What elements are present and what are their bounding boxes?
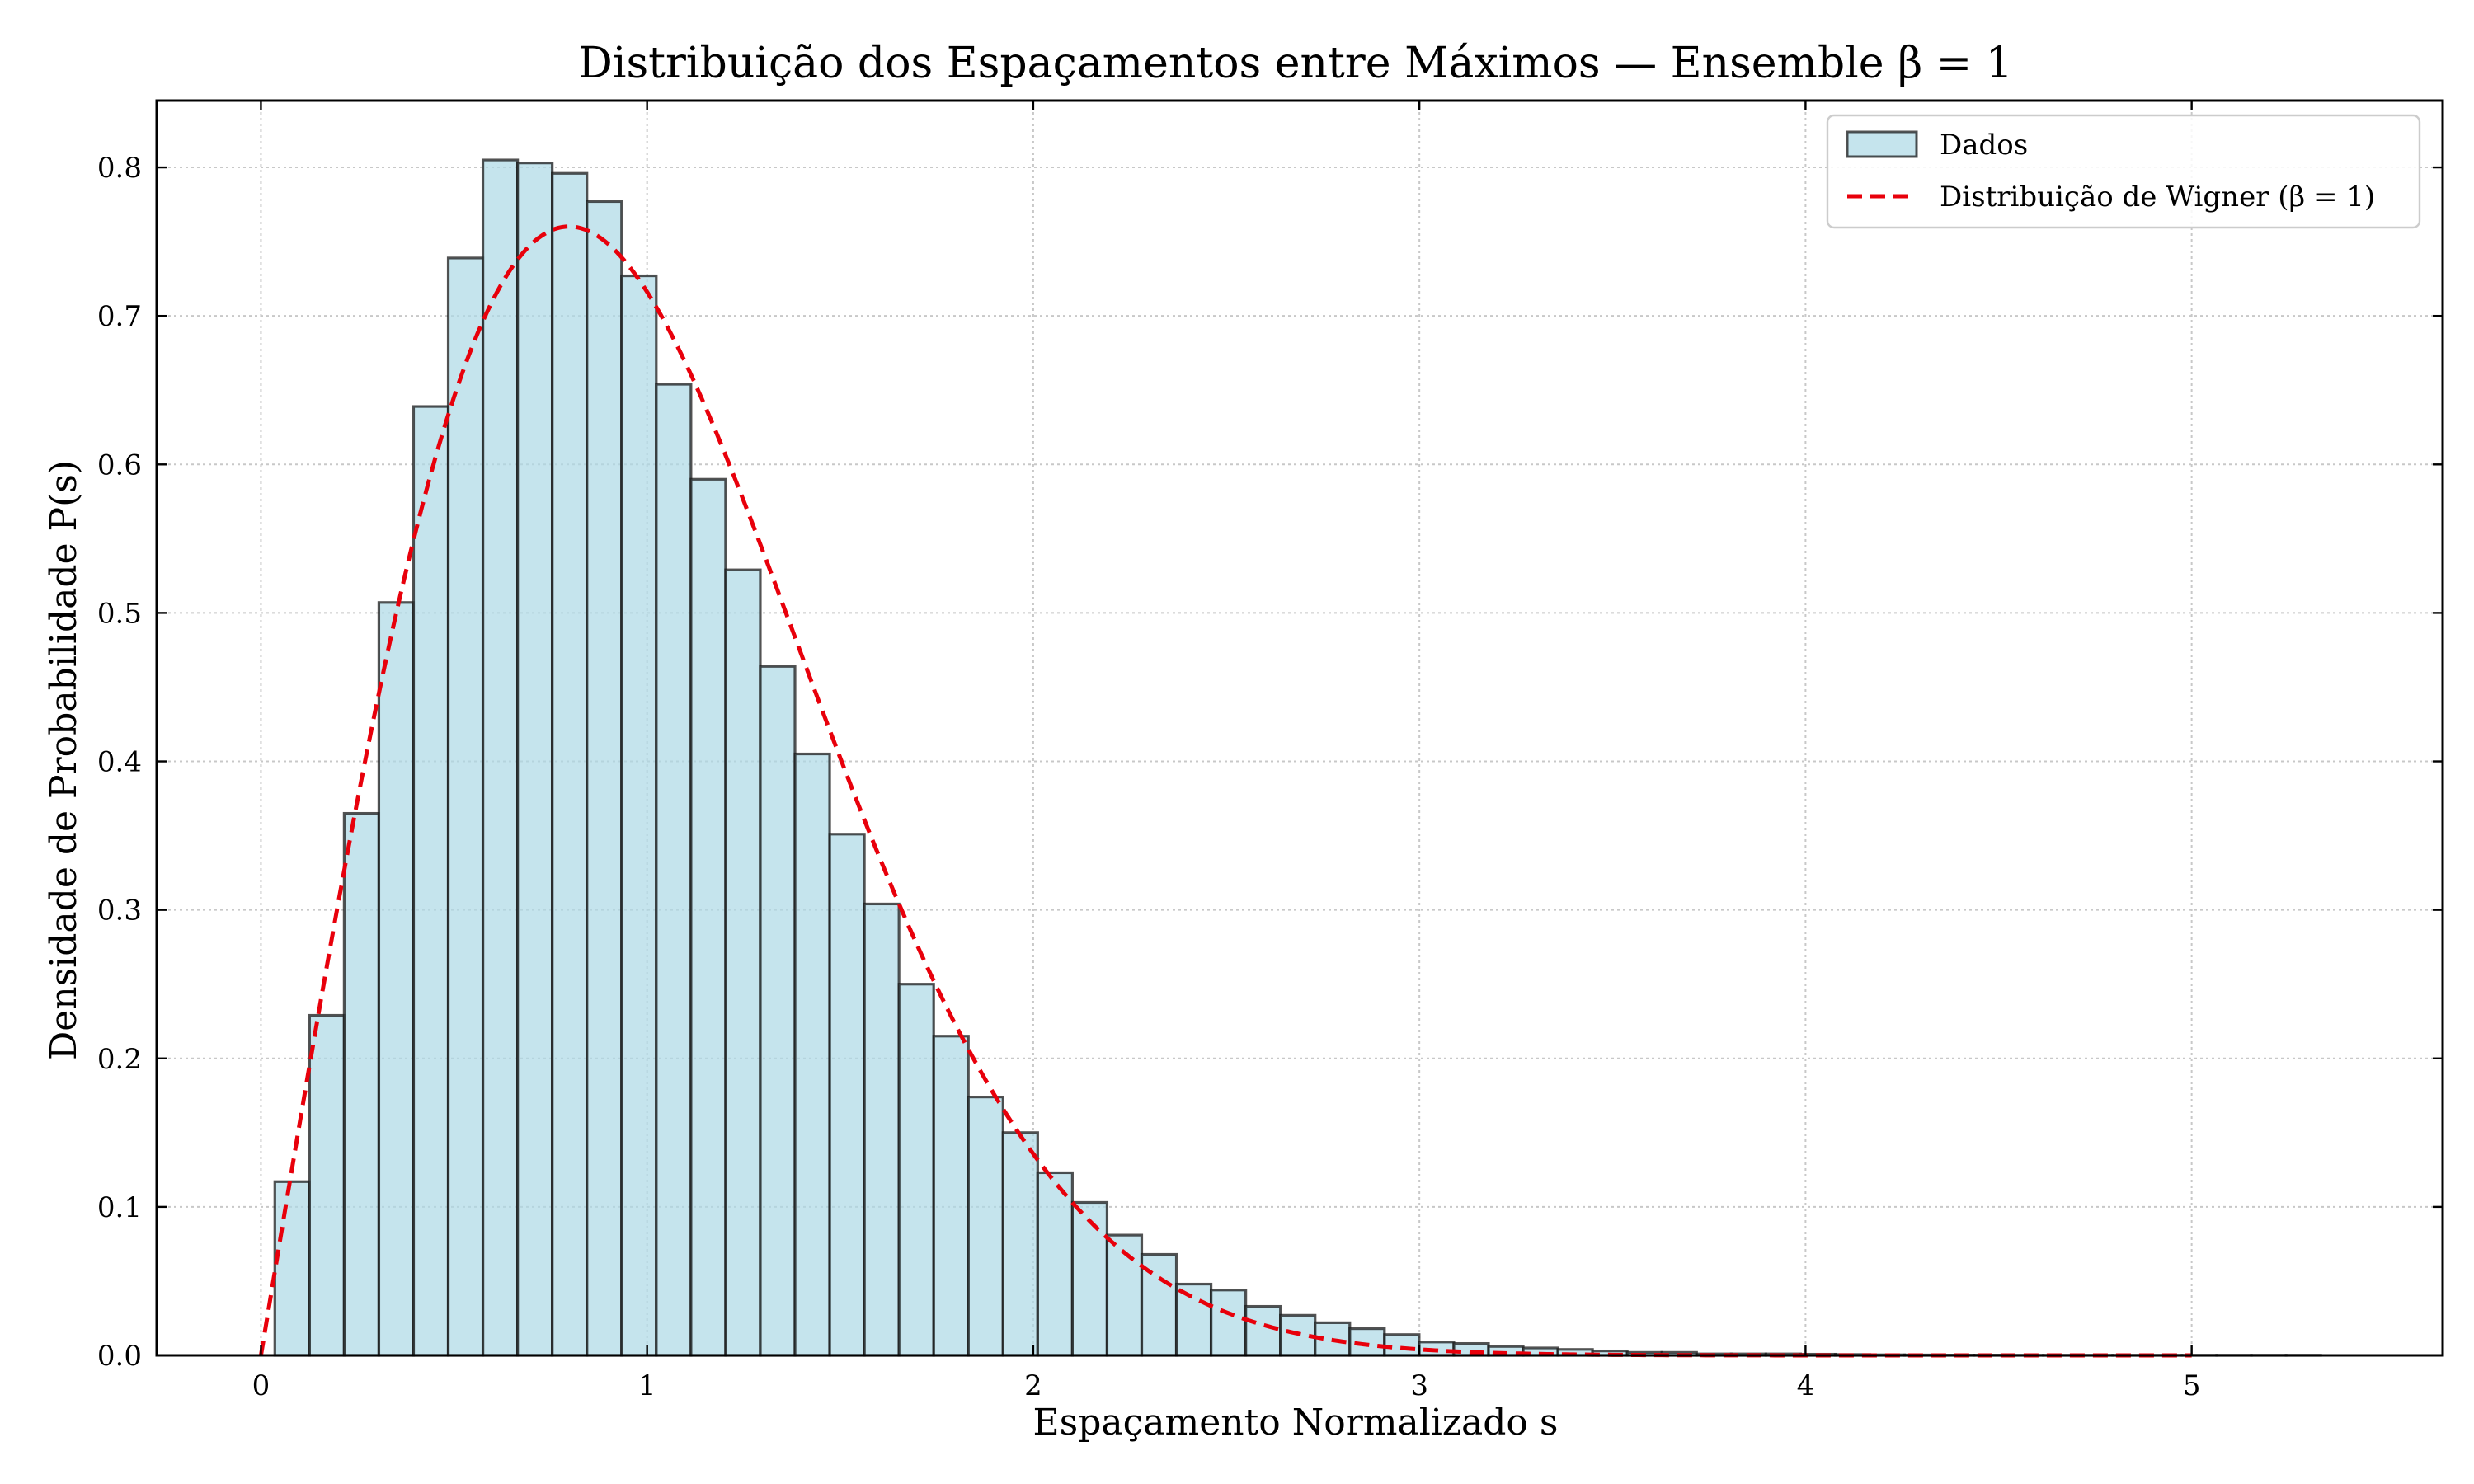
histogram-bar [1070,1200,1109,1357]
y-axis-label: Densidade de Probabilidade P(s) [43,460,85,1060]
histogram-bar [273,1180,311,1357]
histogram-bar [1036,1171,1074,1357]
histogram-bars [273,158,2322,1357]
histogram-bar [793,752,831,1357]
x-axis-label: Espaçamento Normalizado s [1033,1402,1559,1444]
x-tick-label: 2 [1024,1369,1042,1402]
histogram-bar [551,171,589,1357]
histogram-bar [759,665,797,1357]
y-tick-label: 0.1 [97,1191,142,1224]
legend-frame [1826,114,2421,229]
histogram-bar [655,383,693,1357]
y-tick-label: 0.8 [97,152,142,185]
chart-title: Distribuição dos Espaçamentos entre Máxi… [578,39,2013,88]
x-tick-label: 5 [2183,1369,2201,1402]
histogram-bar [412,405,450,1357]
histogram-bar [620,274,658,1357]
histogram-bar [828,833,866,1357]
histogram-bar [516,162,554,1357]
histogram-bar [481,158,520,1357]
y-tick-label: 0.3 [97,895,142,928]
histogram-bar [967,1095,1004,1357]
histogram-bar [1244,1304,1282,1357]
y-tick-label: 0.4 [97,746,142,779]
histogram-bar [932,1035,970,1357]
x-tick-label: 0 [252,1369,270,1402]
histogram-bar [724,568,762,1357]
y-tick-label: 0.5 [97,597,142,630]
histogram-bar [1001,1131,1039,1357]
y-tick-label: 0.7 [97,300,142,333]
x-tick-label: 1 [638,1369,656,1402]
histogram-bar [1209,1289,1248,1357]
histogram-bar [308,1013,346,1357]
x-tick-label: 4 [1797,1369,1815,1402]
legend: Dados Distribuição de Wigner (β = 1) [1826,114,2421,229]
histogram-bar [863,902,901,1357]
plot-frame [155,99,2444,1357]
x-tick-label: 3 [1410,1369,1428,1402]
legend-label-wigner: Distribuição de Wigner (β = 1) [1940,181,2375,214]
axis-ticks: 0 1 2 3 4 5 0.0 0.1 0.2 0.3 0.4 0.5 0.6 0.7 0.8 [97,101,2443,1402]
histogram-bar [377,601,416,1357]
y-tick-label: 0.0 [97,1340,142,1373]
histogram-bar [1383,1333,1421,1357]
histogram-bar [342,811,381,1357]
legend-swatch-dados [1846,130,1918,158]
histogram-bar [689,477,727,1357]
y-tick-label: 0.2 [97,1043,142,1076]
histogram-bar [1174,1282,1213,1357]
histogram-bar [897,983,935,1357]
histogram-bar [446,256,485,1357]
histogram-bar [586,200,623,1357]
y-tick-label: 0.6 [97,448,142,481]
legend-label-dados: Dados [1940,129,2028,162]
